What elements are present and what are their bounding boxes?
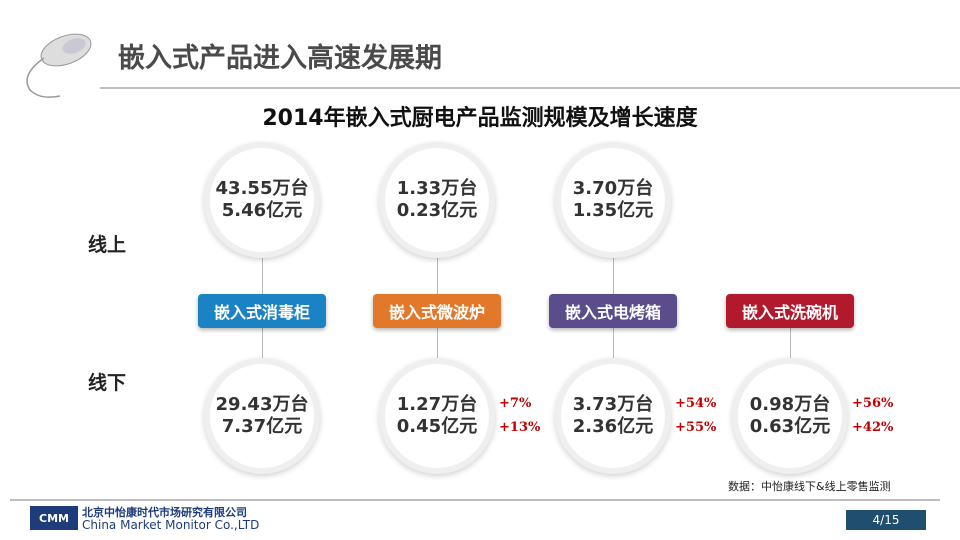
offline-circle: 29.43万台 7.37亿元 — [204, 358, 320, 474]
title: 嵌入式产品进入高速发展期 — [118, 43, 442, 74]
offline-value: 0.63亿元 — [749, 416, 831, 437]
growth-rate: +42% — [852, 420, 894, 435]
online-value: 3.70万台 — [572, 178, 654, 199]
page-number: 4/15 — [846, 510, 926, 530]
online-circle: 3.70万台 1.35亿元 — [555, 142, 671, 258]
logo-box — [30, 506, 78, 530]
product-label: 嵌入式消毒柜 — [198, 294, 326, 328]
connector — [613, 328, 614, 358]
offline-circle: 0.98万台 0.63亿元 — [732, 358, 848, 474]
online-value: 43.55万台 — [215, 178, 309, 199]
connector — [262, 328, 263, 358]
offline-value: 0.45亿元 — [396, 416, 478, 437]
offline-circle: 1.27万台 0.45亿元 — [379, 358, 495, 474]
offline-value: 0.98万台 — [749, 394, 831, 415]
company-en: China Market Monitor Co.,LTD — [82, 518, 260, 532]
connector — [790, 328, 791, 358]
connector — [613, 258, 614, 294]
online-value: 5.46亿元 — [221, 200, 303, 221]
offline-circle: 3.73万台 2.36亿元 — [555, 358, 671, 474]
row-label: 线下 — [88, 372, 127, 394]
offline-value: 2.36亿元 — [572, 416, 654, 437]
online-circle: 43.55万台 5.46亿元 — [204, 142, 320, 258]
logo: CMM — [39, 512, 69, 525]
offline-value: 1.27万台 — [396, 394, 478, 415]
growth-rate: +7% — [499, 396, 532, 411]
online-value: 0.23亿元 — [396, 200, 478, 221]
growth-rate: +54% — [675, 396, 717, 411]
offline-value: 29.43万台 — [215, 394, 309, 415]
source: 数据：中怡康线下&线上零售监测 — [728, 480, 891, 493]
product-label: 嵌入式洗碗机 — [726, 294, 854, 328]
connector — [437, 328, 438, 358]
online-circle: 1.33万台 0.23亿元 — [379, 142, 495, 258]
subtitle: 2014年嵌入式厨电产品监测规模及增长速度 — [262, 106, 698, 131]
mouse-icon — [26, 33, 92, 98]
connector — [262, 258, 263, 294]
offline-value: 3.73万台 — [572, 394, 654, 415]
row-label: 线上 — [88, 234, 127, 256]
growth-rate: +55% — [675, 420, 717, 435]
product-label: 嵌入式电烤箱 — [549, 294, 677, 328]
online-value: 1.35亿元 — [572, 200, 654, 221]
growth-rate: +13% — [499, 420, 541, 435]
connector — [437, 258, 438, 294]
growth-rate: +56% — [852, 396, 894, 411]
product-label: 嵌入式微波炉 — [373, 294, 501, 328]
online-value: 1.33万台 — [396, 178, 478, 199]
company-cn: 北京中怡康时代市场研究有限公司 — [82, 506, 247, 519]
offline-value: 7.37亿元 — [221, 416, 303, 437]
